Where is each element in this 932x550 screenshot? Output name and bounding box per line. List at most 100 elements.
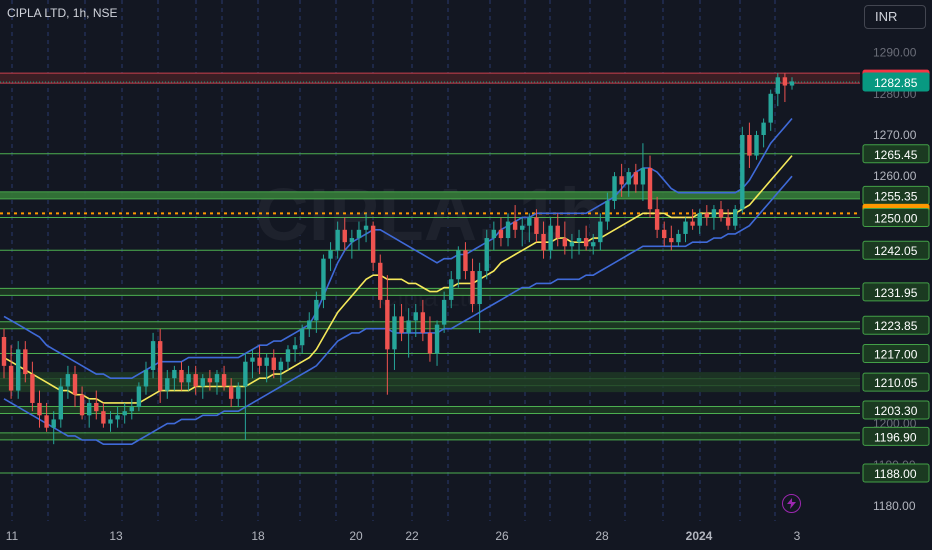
candle-body <box>207 378 213 383</box>
candle-body <box>527 217 532 226</box>
candle-body <box>484 238 489 272</box>
time-axis-label: 13 <box>109 529 123 543</box>
time-axis-label: 22 <box>405 529 419 543</box>
moving-average-line <box>3 155 793 404</box>
candle-body <box>512 221 518 230</box>
candle-body <box>775 77 781 94</box>
price-label-box <box>862 282 930 302</box>
price-label-1217-00: 1217.00 <box>874 347 918 361</box>
time-axis-label: 11 <box>6 529 19 543</box>
candle-body <box>718 209 724 218</box>
candle-body <box>569 242 575 247</box>
price-label-box <box>862 343 930 363</box>
time-axis-label: 18 <box>251 529 265 543</box>
symbol-title[interactable]: CIPLA LTD, 1h, NSE <box>7 6 118 20</box>
candle-body <box>591 242 596 247</box>
candle-body <box>576 238 582 243</box>
currency-button[interactable]: INR <box>864 5 926 29</box>
candle-body <box>264 357 269 366</box>
time-axis-label: 26 <box>495 529 509 543</box>
candle-body <box>562 238 568 247</box>
candle-body <box>314 299 319 321</box>
candle-body <box>129 407 134 412</box>
candle-body <box>115 415 120 420</box>
candle-body <box>307 320 312 329</box>
candle-body <box>370 225 376 263</box>
candle-body <box>754 135 759 156</box>
price-label-box <box>862 372 930 392</box>
candle-body <box>165 378 170 391</box>
price-axis-tick-partial: 1290.00 <box>873 46 917 60</box>
candle-body <box>193 374 198 387</box>
candle-body <box>683 221 688 234</box>
time-axis-label: 2024 <box>686 529 713 543</box>
candle-body <box>697 213 702 226</box>
resistance-zone <box>0 73 860 84</box>
candle-body <box>65 374 71 387</box>
candle-body <box>79 394 85 416</box>
candle-body <box>257 357 262 366</box>
support-zone <box>0 432 860 440</box>
candle-body <box>761 122 766 135</box>
candle-body <box>136 386 142 408</box>
candle-body <box>200 378 205 387</box>
candle-body <box>328 250 333 259</box>
time-axis <box>0 521 860 550</box>
candle-body <box>285 349 291 362</box>
candle-body <box>520 225 525 230</box>
candle-body <box>789 81 795 86</box>
price-label-box <box>862 240 930 260</box>
candle-body <box>441 299 447 325</box>
price-label-1242-05: 1242.05 <box>874 244 918 258</box>
candle-body <box>58 386 63 420</box>
candle-body <box>470 271 475 305</box>
price-label-1210-05: 1210.05 <box>874 376 918 390</box>
candle-body <box>434 324 440 354</box>
price-label-1231-95: 1231.95 <box>874 286 918 300</box>
candle-body <box>94 402 99 412</box>
candle-body <box>633 172 639 185</box>
candle-body <box>548 225 553 251</box>
candle-body <box>122 411 127 416</box>
time-axis-label: 28 <box>595 529 609 543</box>
candle-body <box>150 341 156 370</box>
candle-body <box>505 221 511 239</box>
candle-body <box>44 415 49 428</box>
candle-body <box>385 299 390 350</box>
candle-body <box>271 357 276 370</box>
candle-body <box>243 361 248 387</box>
candle-body <box>413 312 418 321</box>
candle-body <box>399 316 404 333</box>
candle-body <box>143 369 149 387</box>
candle-body <box>278 361 284 370</box>
flash-icon[interactable] <box>782 494 801 513</box>
candle-body <box>292 345 298 350</box>
price-label-1196-90: 1196.90 <box>874 430 917 444</box>
candle-body <box>186 374 191 383</box>
price-axis-tick: 1270.00 <box>873 128 917 142</box>
candle-body <box>725 217 731 226</box>
candle-body <box>363 225 369 230</box>
candle-body <box>711 209 717 218</box>
candle-body <box>349 238 355 243</box>
candle-body <box>86 402 92 416</box>
price-label-box <box>862 207 930 227</box>
candle-body <box>23 349 28 375</box>
price-label-box <box>862 400 930 420</box>
candle-body <box>356 229 362 239</box>
candle-body <box>449 279 454 300</box>
candle-body <box>427 332 433 354</box>
candle-body <box>662 229 667 239</box>
candle-body <box>51 419 56 428</box>
price-label-1188-00: 1188.00 <box>874 467 917 481</box>
price-label-1265-45: 1265.45 <box>874 148 918 162</box>
candle-body <box>30 374 35 403</box>
candle-body <box>236 386 241 399</box>
candle-body <box>335 229 340 251</box>
candle-body <box>782 77 788 86</box>
price-label-box <box>862 144 930 164</box>
candle-body <box>583 238 589 247</box>
price-axis <box>860 0 932 550</box>
candle-body <box>392 316 397 350</box>
